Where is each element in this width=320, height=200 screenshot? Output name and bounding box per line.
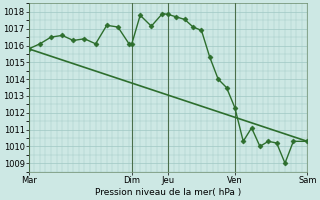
X-axis label: Pression niveau de la mer( hPa ): Pression niveau de la mer( hPa ): [95, 188, 241, 197]
